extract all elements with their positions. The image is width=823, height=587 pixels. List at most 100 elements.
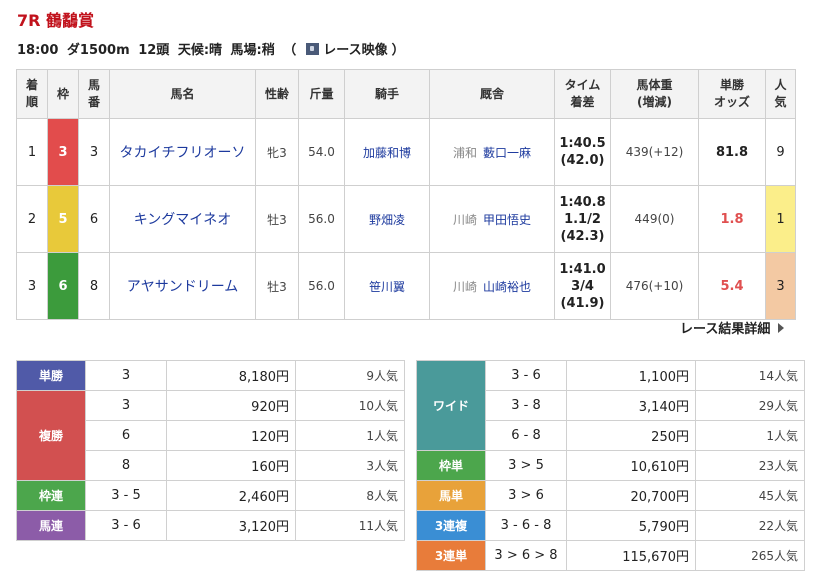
trainer-link[interactable]: 山崎裕也 bbox=[483, 279, 532, 294]
payout-combination: 3 bbox=[85, 390, 167, 421]
payout-combination: 3 - 5 bbox=[85, 480, 167, 511]
payout-combination: 6 - 8 bbox=[485, 420, 567, 451]
header-kinryo: 斤量 bbox=[298, 69, 345, 119]
payout-combination: 8 bbox=[85, 450, 167, 481]
payout-amount: 10,610円 bbox=[566, 450, 696, 481]
payout-amount: 120円 bbox=[166, 420, 296, 451]
payout-amount: 3,140円 bbox=[566, 390, 696, 421]
payout-row: 枠単 3 > 5 10,610円 23人気 bbox=[416, 450, 805, 481]
payout-popularity: 14人気 bbox=[695, 360, 805, 391]
header-sexage: 性齢 bbox=[255, 69, 299, 119]
header-trainer: 厩舎 bbox=[429, 69, 555, 119]
payout-table-left: 単勝 3 8,180円 9人気 複勝 3 920円 10人気 6 120円 1人気 8 160円 3人気枠… bbox=[16, 360, 405, 541]
payout-table-right: ワイド 3 - 6 1,100円 14人気 3 - 8 3,140円 29人気 6 - 8 25… bbox=[416, 360, 805, 571]
payout-combination: 3 - 6 bbox=[85, 510, 167, 541]
finish-time: 1:40.5 bbox=[559, 136, 606, 151]
payout-popularity: 29人気 bbox=[695, 390, 805, 421]
horse-name-link[interactable]: アヤサンドリーム bbox=[126, 279, 239, 295]
horse-number: 3 bbox=[78, 118, 110, 186]
weight-carried: 56.0 bbox=[298, 252, 345, 320]
race-title: 7R 鶴鷸賞 bbox=[17, 11, 95, 30]
horse-name-link[interactable]: タカイチフリオーソ bbox=[119, 145, 246, 161]
track-condition: 馬場:稍 bbox=[230, 43, 275, 58]
payout-amount: 20,700円 bbox=[566, 480, 696, 511]
win-odds: 5.4 bbox=[698, 252, 766, 320]
win-odds: 1.8 bbox=[698, 185, 766, 253]
waku-number: 3 bbox=[47, 118, 79, 186]
results-table: 着順 枠 馬番 馬名 性齢 斤量 騎手 厩舎 タイム 着差 馬体重 (増減) 単勝オ… bbox=[16, 69, 796, 320]
payout-row: 3連単 3 > 6 > 8 115,670円 265人気 bbox=[416, 540, 805, 571]
video-paren-close: ） bbox=[391, 43, 405, 58]
payout-type-label: 馬連 bbox=[16, 510, 86, 541]
trainer-link[interactable]: 甲田悟史 bbox=[483, 212, 532, 227]
rank: 3 bbox=[16, 252, 48, 320]
horse-name-cell: タカイチフリオーソ bbox=[109, 118, 256, 186]
payout-popularity: 1人気 bbox=[295, 420, 405, 451]
rank: 2 bbox=[16, 185, 48, 253]
win-odds: 81.8 bbox=[698, 118, 766, 186]
result-row: 3 6 8 アヤサンドリーム 牡3 56.0 笹川翼 川崎 山崎裕也 1:41.0 3/4 (41.9… bbox=[16, 252, 796, 320]
race-video-label: レース映像 bbox=[323, 43, 388, 58]
trainer-cell: 川崎 山崎裕也 bbox=[429, 252, 555, 320]
header-chakujun: 着順 bbox=[16, 69, 48, 119]
time-cell: 1:40.8 1.1/2 (42.3) bbox=[554, 185, 611, 253]
video-paren-open: （ bbox=[283, 43, 297, 58]
start-time: 18:00 bbox=[17, 43, 59, 58]
payout-popularity: 11人気 bbox=[295, 510, 405, 541]
payout-row: 3 - 8 3,140円 29人気 bbox=[417, 390, 805, 421]
payout-type-label: 枠単 bbox=[416, 450, 486, 481]
sex-age: 牝3 bbox=[255, 118, 299, 186]
payout-popularity: 45人気 bbox=[695, 480, 805, 511]
header-horse: 馬名 bbox=[109, 69, 256, 119]
horse-weight: 476(+10) bbox=[610, 252, 699, 320]
waku-number: 5 bbox=[47, 185, 79, 253]
race-info: 18:00 ダ1500m 12頭 天候:晴 馬場:稍 （ レース映像） bbox=[17, 39, 409, 58]
payout-popularity: 3人気 bbox=[295, 450, 405, 481]
finish-time: 1:40.8 bbox=[559, 194, 606, 210]
jockey-link[interactable]: 加藤和博 bbox=[344, 118, 430, 186]
payout-row: 単勝 3 8,180円 9人気 bbox=[16, 360, 405, 391]
payout-row: 6 120円 1人気 bbox=[17, 420, 405, 451]
time-cell: 1:40.5 (42.0) bbox=[554, 118, 611, 186]
last-3f: (42.3) bbox=[560, 228, 605, 244]
weather: 天候:晴 bbox=[177, 43, 223, 58]
horse-weight: 449(0) bbox=[610, 185, 699, 253]
result-row: 2 5 6 キングマイネオ 牡3 56.0 野畑凌 川崎 甲田悟史 1:40.8 1.1/2 (42.… bbox=[16, 185, 796, 253]
header-weight: 馬体重 (増減) bbox=[610, 69, 699, 119]
payout-type-label: 馬単 bbox=[416, 480, 486, 511]
payout-popularity: 265人気 bbox=[695, 540, 805, 571]
payout-combination: 3 > 6 > 8 bbox=[485, 540, 567, 571]
payout-combination: 3 bbox=[85, 360, 167, 391]
trainer-area: 川崎 bbox=[452, 212, 477, 227]
horse-number: 6 bbox=[78, 185, 110, 253]
trainer-cell: 浦和 藪口一麻 bbox=[429, 118, 555, 186]
sex-age: 牡3 bbox=[255, 252, 299, 320]
jockey-link[interactable]: 野畑凌 bbox=[344, 185, 430, 253]
finish-time: 1:41.0 bbox=[559, 261, 606, 277]
payout-amount: 250円 bbox=[566, 420, 696, 451]
horse-name-link[interactable]: キングマイネオ bbox=[133, 212, 232, 228]
payout-amount: 2,460円 bbox=[166, 480, 296, 511]
payout-combination: 3 - 6 bbox=[485, 360, 567, 391]
margin: 3/4 bbox=[571, 278, 594, 294]
runners: 12頭 bbox=[138, 43, 170, 58]
race-result-detail-link[interactable]: レース結果詳細 bbox=[680, 318, 785, 337]
sex-age: 牡3 bbox=[255, 185, 299, 253]
payout-amount: 160円 bbox=[166, 450, 296, 481]
trainer-cell: 川崎 甲田悟史 bbox=[429, 185, 555, 253]
payout-combination: 6 bbox=[85, 420, 167, 451]
payout-type-label: 3連単 bbox=[416, 540, 486, 571]
course: ダ1500m bbox=[66, 43, 130, 58]
jockey-link[interactable]: 笹川翼 bbox=[344, 252, 430, 320]
last-3f: (41.9) bbox=[560, 295, 605, 311]
trainer-area: 浦和 bbox=[452, 145, 477, 160]
detail-link-label: レース結果詳細 bbox=[680, 322, 771, 337]
payout-amount: 115,670円 bbox=[566, 540, 696, 571]
payout-type-label: 枠連 bbox=[16, 480, 86, 511]
payout-type-label: 複勝 bbox=[16, 390, 86, 481]
horse-name-cell: アヤサンドリーム bbox=[109, 252, 256, 320]
trainer-link[interactable]: 藪口一麻 bbox=[483, 145, 532, 160]
arrow-right-icon bbox=[778, 323, 785, 333]
payout-row: 複勝 3 920円 10人気 bbox=[16, 390, 405, 481]
race-video-link[interactable]: レース映像 bbox=[300, 43, 391, 58]
